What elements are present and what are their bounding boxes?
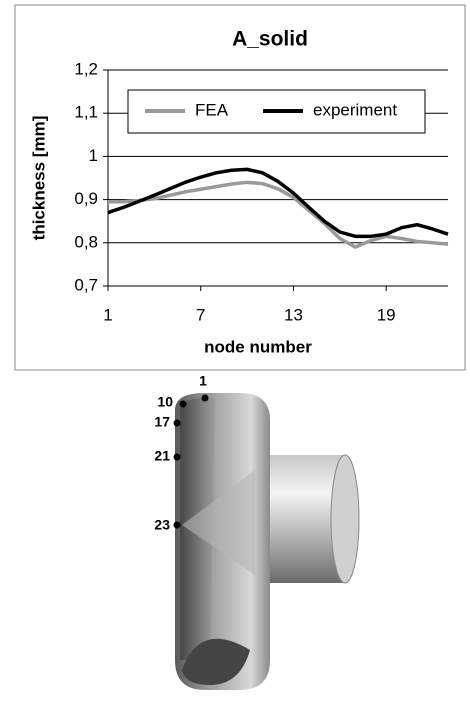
x-tick-label: 19 [377, 305, 396, 324]
y-tick-label: 1 [89, 146, 98, 165]
pipe-figure: 1 10 17 21 23 [154, 373, 359, 690]
y-tick-label: 0,8 [74, 232, 98, 251]
y-tick-label: 1,1 [74, 103, 98, 122]
node-dot [180, 401, 187, 408]
y-tick-label: 0,9 [74, 189, 98, 208]
legend-label: FEA [195, 100, 229, 119]
node-label: 21 [154, 448, 170, 464]
node-label: 17 [154, 414, 170, 430]
chart-title: A_solid [232, 28, 308, 51]
y-tick-label: 1,2 [74, 59, 98, 78]
legend-label: experiment [313, 100, 397, 119]
x-axis-label: node number [204, 337, 312, 356]
x-tick-label: 13 [284, 305, 303, 324]
page: A_solid node number thickness [mm] 11017… [0, 0, 470, 697]
node-dot [174, 522, 181, 529]
node-label: 10 [157, 394, 173, 410]
x-tick-label: 7 [196, 305, 205, 324]
y-tick-label: 0,7 [74, 275, 98, 294]
branch-end [331, 455, 359, 583]
node-dot [202, 395, 209, 402]
node-label: 1 [199, 373, 207, 389]
node-dot [174, 454, 181, 461]
node-label: 23 [154, 517, 170, 533]
x-tick-label: 1 [103, 305, 112, 324]
y-axis-label: thickness [mm] [29, 116, 48, 241]
node-dot [174, 420, 181, 427]
